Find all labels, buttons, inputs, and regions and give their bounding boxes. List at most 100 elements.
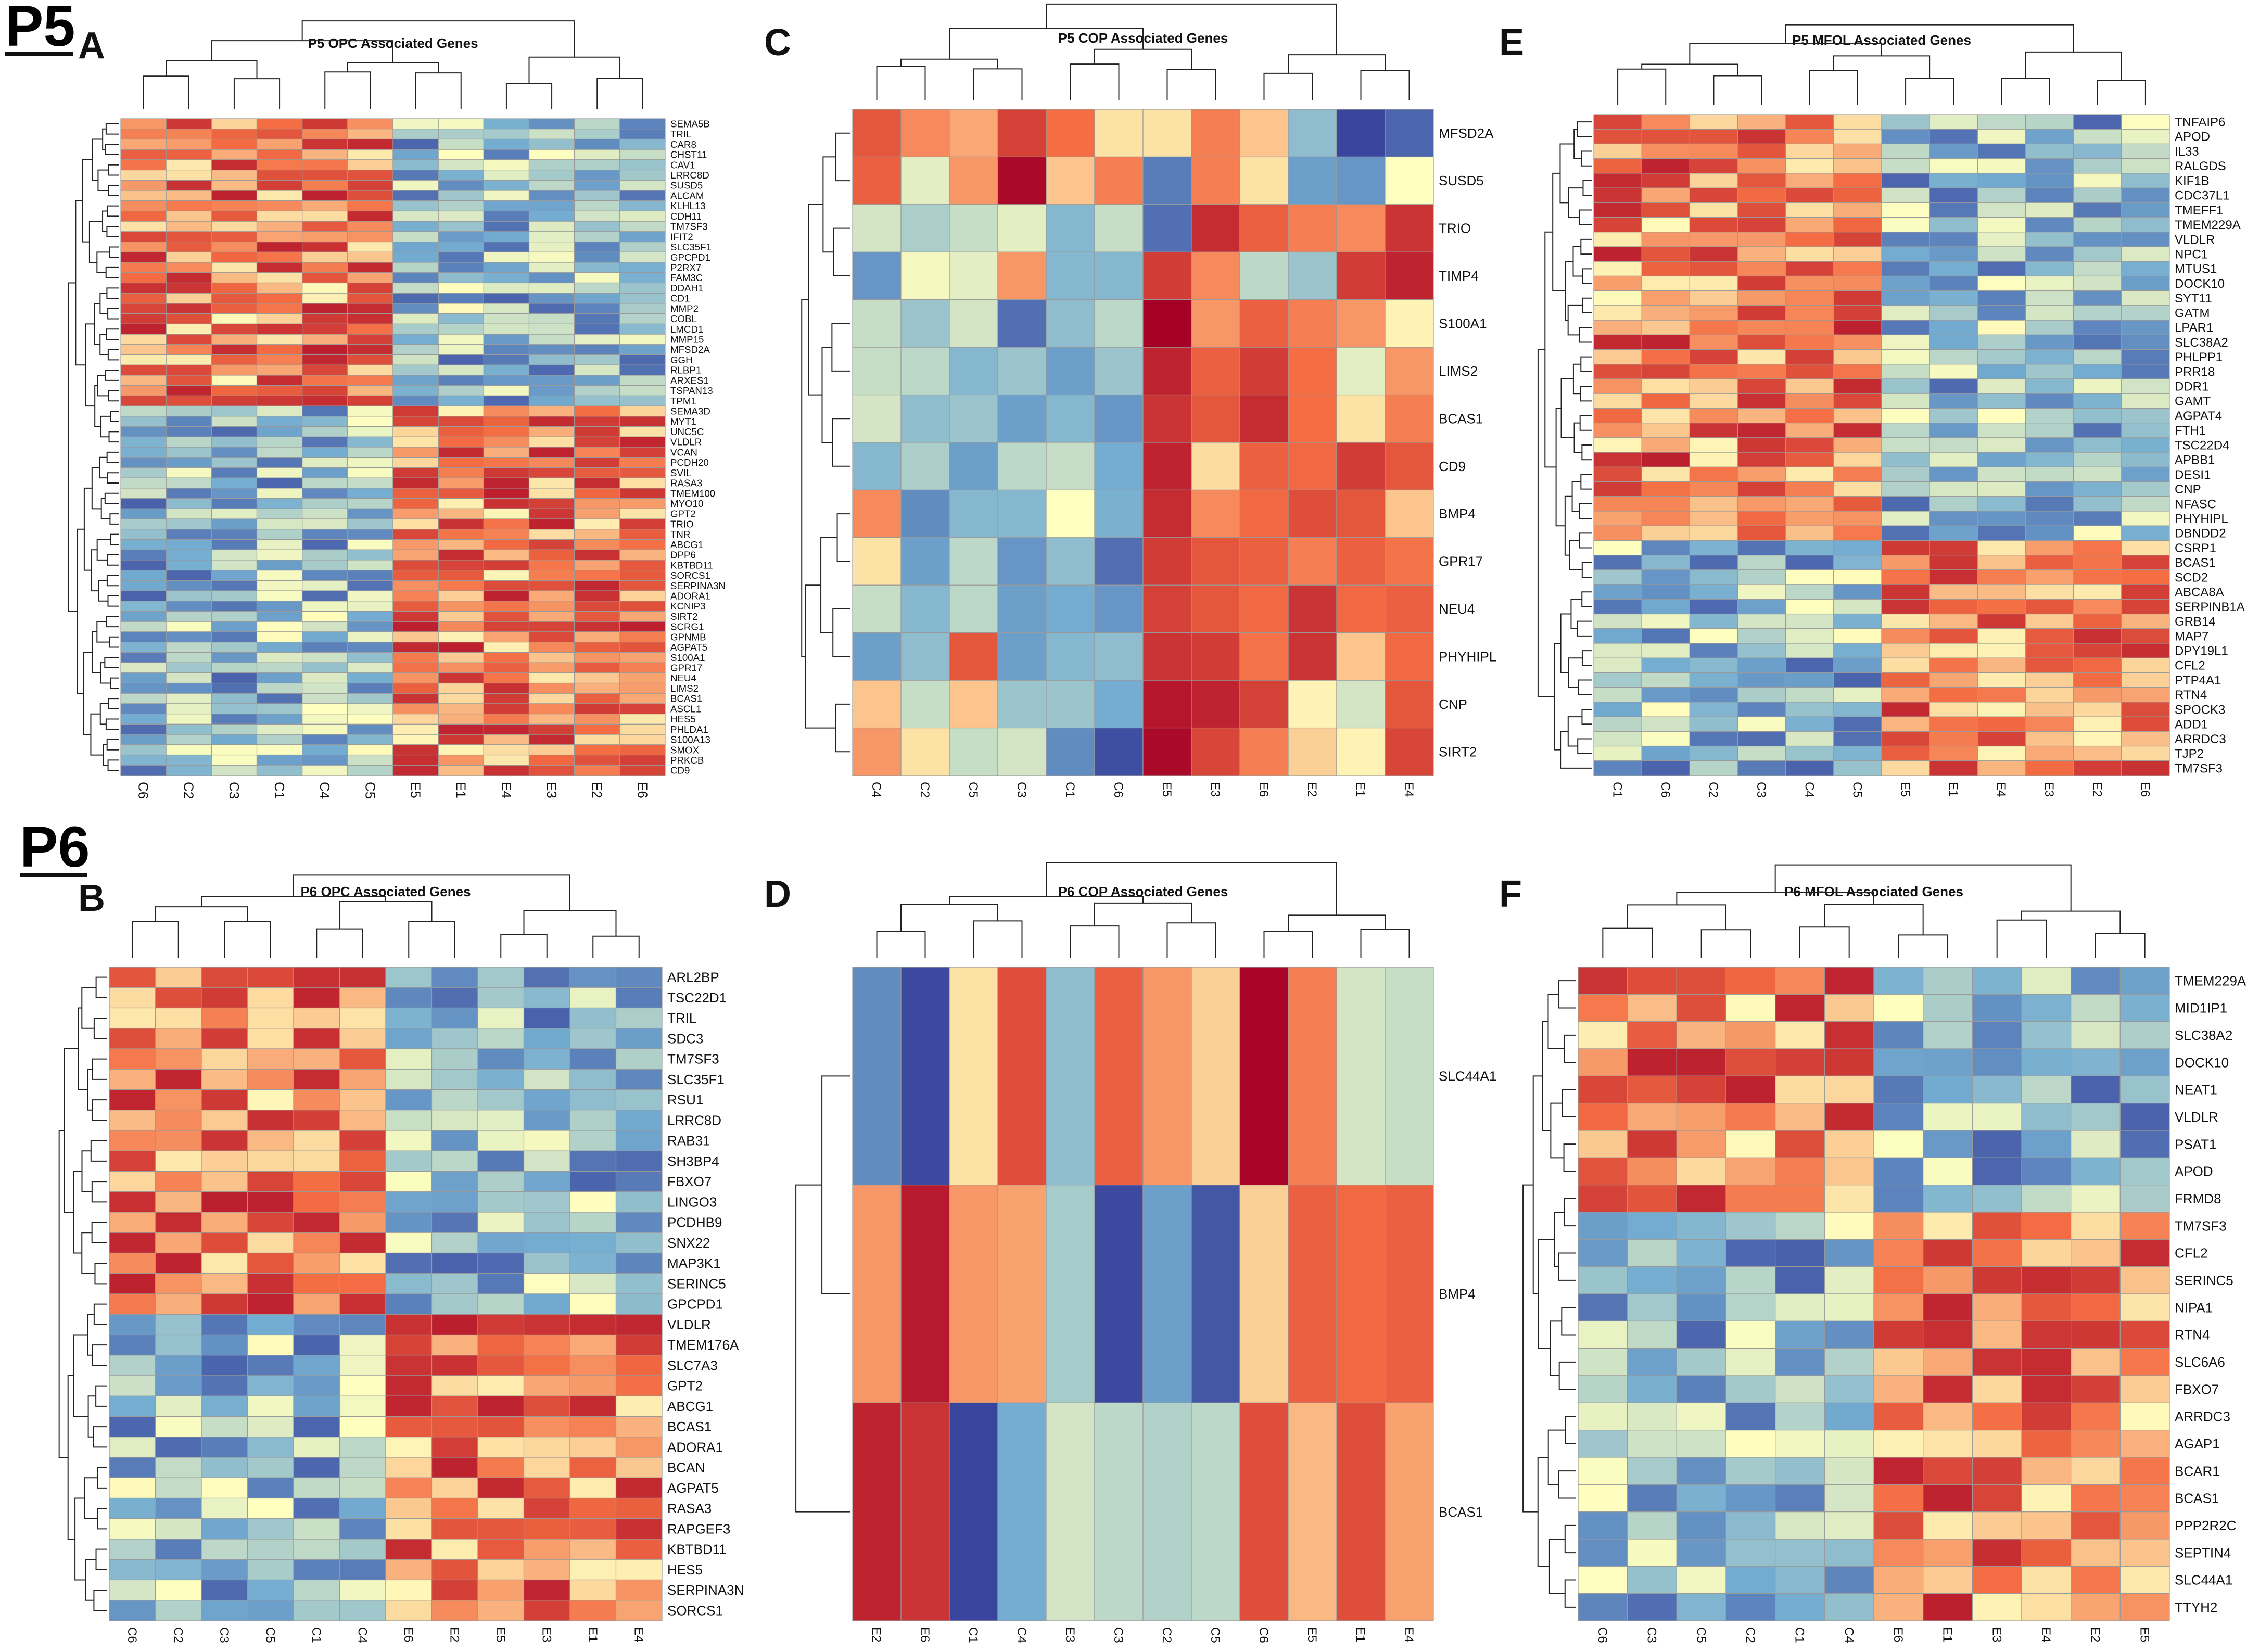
heatmap-cell <box>1785 466 1834 482</box>
heatmap-cell <box>1873 967 1924 995</box>
heatmap-cell <box>302 303 348 314</box>
heatmap-cell <box>949 394 998 443</box>
heatmap-cell <box>2025 599 2074 615</box>
heatmap-cell <box>438 682 484 694</box>
heatmap-cell <box>302 282 348 294</box>
heatmap-cell <box>574 631 620 643</box>
heatmap-cell <box>997 299 1047 348</box>
heatmap-cell <box>2073 393 2122 409</box>
heatmap-cell <box>438 621 484 632</box>
heatmap-cell <box>1288 727 1337 776</box>
heatmap-cell <box>1578 1157 1628 1186</box>
column-label: E1 <box>1946 782 1960 797</box>
heatmap-cell <box>1972 1457 2022 1485</box>
column-label: E3 <box>1063 1627 1077 1642</box>
heatmap-cell <box>1593 378 1642 394</box>
heatmap-cell <box>1775 1539 1825 1567</box>
heatmap-cell <box>1775 1048 1825 1076</box>
heatmap-cell <box>619 334 666 345</box>
heatmap-cell <box>1833 129 1882 145</box>
row-label: DDR1 <box>2175 380 2208 394</box>
heatmap-cell <box>438 395 484 406</box>
heatmap-cell <box>619 262 666 273</box>
heatmap-cell <box>1833 173 1882 188</box>
heatmap-cell <box>1833 232 1882 247</box>
heatmap-cell <box>2021 1048 2072 1076</box>
heatmap-cell <box>574 672 620 684</box>
heatmap-cell <box>347 703 393 715</box>
heatmap-cell <box>483 293 530 304</box>
heatmap-cell <box>1142 1402 1192 1621</box>
panel-letter-c: C <box>764 22 791 63</box>
heatmap-cell <box>392 508 439 519</box>
heatmap-cell <box>1689 540 1738 556</box>
heatmap-cell <box>528 364 575 376</box>
heatmap-cell <box>2071 1157 2121 1186</box>
heatmap-cell <box>1977 114 2026 130</box>
heatmap-cell <box>477 1048 525 1070</box>
heatmap-cell <box>392 498 439 509</box>
heatmap-cell <box>619 169 666 181</box>
heatmap-cell <box>201 1028 248 1049</box>
heatmap-cell <box>2021 1266 2072 1294</box>
row-label: CSRP1 <box>2175 541 2216 555</box>
row-label: CAV1 <box>670 159 695 170</box>
heatmap-cell <box>1972 1266 2022 1294</box>
column-dendrogram-link <box>1785 24 2074 52</box>
heatmap-cell <box>347 405 393 417</box>
heatmap-cell <box>120 344 167 355</box>
heatmap-cell <box>483 323 530 335</box>
column-dendrogram-link <box>1617 68 1667 105</box>
heatmap-cell <box>109 1416 156 1438</box>
heatmap-cell <box>385 1518 433 1540</box>
heatmap-cell <box>2121 261 2170 277</box>
heatmap-cell <box>2071 1375 2121 1403</box>
heatmap-cell <box>574 354 620 365</box>
row-label: GPT2 <box>670 509 696 519</box>
heatmap-cell <box>483 354 530 365</box>
heatmap-cell <box>1689 173 1738 188</box>
heatmap-cell <box>523 1273 570 1294</box>
column-dendrogram-link <box>592 935 640 958</box>
heatmap-cell <box>166 180 212 191</box>
heatmap-cell <box>2121 246 2170 262</box>
heatmap-cell <box>619 672 666 684</box>
heatmap-cell <box>1094 109 1144 158</box>
heatmap-cell <box>2121 290 2170 306</box>
heatmap-cell <box>1578 1103 1628 1131</box>
heatmap-cell <box>2121 114 2170 130</box>
heatmap-cell <box>1239 109 1289 158</box>
heatmap-cell <box>477 1232 525 1254</box>
heatmap-cell <box>302 221 348 232</box>
column-label: C4 <box>869 782 883 798</box>
heatmap-cell <box>477 987 525 1009</box>
column-label: C2 <box>1706 782 1720 798</box>
row-dendrogram-link <box>94 385 101 427</box>
row-label: SDC3 <box>667 1031 703 1046</box>
heatmap-cell <box>256 682 303 694</box>
heatmap-cell <box>211 714 258 725</box>
heatmap-cell <box>1385 632 1434 681</box>
heatmap-cell <box>2025 628 2074 644</box>
row-dendrogram-link <box>105 144 119 156</box>
heatmap-cell <box>385 1028 433 1049</box>
heatmap-cell <box>1929 555 1978 570</box>
heatmap-cell <box>431 1048 478 1070</box>
heatmap-cell <box>619 529 666 540</box>
heatmap-cell <box>1929 643 1978 658</box>
heatmap-cell <box>574 405 620 417</box>
heatmap-cell <box>1689 364 1738 379</box>
heatmap-cell <box>2073 643 2122 658</box>
heatmap-cell <box>1977 187 2026 203</box>
heatmap-cell <box>1725 1457 1776 1485</box>
heatmap-cell <box>211 467 258 478</box>
heatmap-cell <box>574 611 620 622</box>
heatmap-cell <box>1972 1021 2022 1049</box>
heatmap-cell <box>619 549 666 561</box>
heatmap-cell <box>569 1518 617 1540</box>
heatmap-cell <box>293 1028 340 1049</box>
heatmap-cell <box>1593 423 1642 438</box>
heatmap-cell <box>2021 1185 2072 1213</box>
heatmap-cell <box>477 967 525 988</box>
heatmap-cell <box>211 436 258 448</box>
